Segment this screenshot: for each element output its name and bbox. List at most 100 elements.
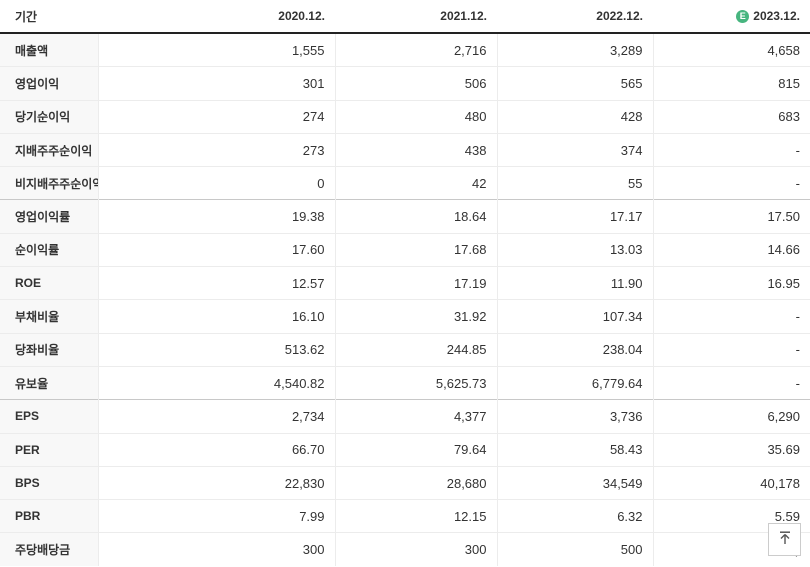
cell: 11.90 bbox=[496, 266, 653, 300]
table-row: EPS 2,734 4,377 3,736 6,290 bbox=[0, 399, 810, 434]
row-label: ROE bbox=[0, 266, 98, 300]
cell: 40,178 bbox=[652, 465, 810, 500]
cell: 428 bbox=[496, 99, 653, 134]
row-label: PBR bbox=[0, 499, 98, 533]
scroll-to-top-icon bbox=[777, 530, 793, 549]
table-row: BPS 22,830 28,680 34,549 40,178 bbox=[0, 465, 810, 500]
cell: 438 bbox=[334, 132, 497, 167]
cell: 12.15 bbox=[334, 499, 497, 533]
row-label: 순이익률 bbox=[0, 232, 98, 267]
row-label: 매출액 bbox=[0, 32, 98, 67]
cell: 480 bbox=[334, 99, 497, 134]
cell: 513.62 bbox=[97, 332, 335, 367]
column-header-2021: 2021.12. bbox=[335, 0, 497, 34]
cell: 506 bbox=[334, 66, 497, 101]
table-row: PBR 7.99 12.15 6.32 5.59 bbox=[0, 499, 810, 533]
row-label: 당좌비율 bbox=[0, 332, 98, 367]
cell: 2,734 bbox=[97, 399, 335, 434]
cell: 12.57 bbox=[97, 266, 335, 300]
row-label: PER bbox=[0, 432, 98, 467]
cell: 17.19 bbox=[334, 266, 497, 300]
row-label: BPS bbox=[0, 465, 98, 500]
column-header-2022: 2022.12. bbox=[497, 0, 653, 34]
cell: 4,377 bbox=[334, 399, 497, 434]
row-label: 유보율 bbox=[0, 365, 98, 400]
cell: 35.69 bbox=[652, 432, 810, 467]
cell: 815 bbox=[652, 66, 810, 101]
cell: 19.38 bbox=[97, 199, 335, 234]
cell: 6,779.64 bbox=[496, 365, 653, 400]
cell: 107.34 bbox=[496, 299, 653, 334]
cell: 0 bbox=[97, 166, 335, 200]
table-row: 주당배당금 300 300 500 ) bbox=[0, 532, 810, 566]
cell: 17.50 bbox=[652, 199, 810, 234]
table-row: 비지배주주순이익 0 42 55 - bbox=[0, 166, 810, 200]
scroll-to-top-button[interactable] bbox=[768, 523, 801, 556]
cell: 301 bbox=[97, 66, 335, 101]
table-row: ROE 12.57 17.19 11.90 16.95 bbox=[0, 266, 810, 300]
row-label: 영업이익 bbox=[0, 66, 98, 101]
row-label: 지배주주순이익 bbox=[0, 132, 98, 167]
row-label: EPS bbox=[0, 399, 98, 434]
cell: 300 bbox=[97, 532, 335, 566]
cell: 300 bbox=[334, 532, 497, 566]
cell: 244.85 bbox=[334, 332, 497, 367]
cell: 238.04 bbox=[496, 332, 653, 367]
table-row: 매출액 1,555 2,716 3,289 4,658 bbox=[0, 32, 810, 67]
cell: - bbox=[652, 299, 810, 334]
cell: 22,830 bbox=[97, 465, 335, 500]
cell: 42 bbox=[334, 166, 497, 200]
cell: 374 bbox=[496, 132, 653, 167]
cell: 2,716 bbox=[334, 32, 497, 67]
table-row: 당기순이익 274 480 428 683 bbox=[0, 99, 810, 134]
cell: 274 bbox=[97, 99, 335, 134]
row-label: 영업이익률 bbox=[0, 199, 98, 234]
cell: 31.92 bbox=[334, 299, 497, 334]
table-row: 영업이익 301 506 565 815 bbox=[0, 66, 810, 101]
cell: - bbox=[652, 166, 810, 200]
column-header-2020: 2020.12. bbox=[98, 0, 335, 34]
cell: 3,736 bbox=[496, 399, 653, 434]
cell: 565 bbox=[496, 66, 653, 101]
row-label: 부채비율 bbox=[0, 299, 98, 334]
row-label: 비지배주주순이익 bbox=[0, 166, 98, 200]
cell: 13.03 bbox=[496, 232, 653, 267]
row-label: 주당배당금 bbox=[0, 532, 98, 566]
cell: - bbox=[652, 132, 810, 167]
cell: 16.95 bbox=[652, 266, 810, 300]
table-header-row: 기간 2020.12. 2021.12. 2022.12. E 2023.12. bbox=[0, 0, 810, 34]
cell: 16.10 bbox=[97, 299, 335, 334]
cell: 5,625.73 bbox=[334, 365, 497, 400]
cell: - bbox=[652, 365, 810, 400]
cell: 55 bbox=[496, 166, 653, 200]
cell: 4,658 bbox=[652, 32, 810, 67]
cell: 4,540.82 bbox=[97, 365, 335, 400]
cell: 273 bbox=[97, 132, 335, 167]
row-label: 당기순이익 bbox=[0, 99, 98, 134]
cell: 17.68 bbox=[334, 232, 497, 267]
cell: - bbox=[652, 332, 810, 367]
cell: 3,289 bbox=[496, 32, 653, 67]
cell: 6.32 bbox=[496, 499, 653, 533]
cell: 17.17 bbox=[496, 199, 653, 234]
table-row: 부채비율 16.10 31.92 107.34 - bbox=[0, 299, 810, 334]
cell: 500 bbox=[496, 532, 653, 566]
cell: 17.60 bbox=[97, 232, 335, 267]
cell: 7.99 bbox=[97, 499, 335, 533]
estimate-badge-icon: E bbox=[736, 10, 750, 23]
table-row: 영업이익률 19.38 18.64 17.17 17.50 bbox=[0, 199, 810, 234]
cell: 58.43 bbox=[496, 432, 653, 467]
period-header: 기간 bbox=[0, 0, 98, 34]
cell: 6,290 bbox=[652, 399, 810, 434]
column-header-2023-estimate: E 2023.12. bbox=[653, 0, 810, 34]
cell: 14.66 bbox=[652, 232, 810, 267]
table-row: PER 66.70 79.64 58.43 35.69 bbox=[0, 432, 810, 467]
table-row: 순이익률 17.60 17.68 13.03 14.66 bbox=[0, 232, 810, 267]
cell: 683 bbox=[652, 99, 810, 134]
table-row: 지배주주순이익 273 438 374 - bbox=[0, 132, 810, 167]
cell: 18.64 bbox=[334, 199, 497, 234]
cell: 66.70 bbox=[97, 432, 335, 467]
cell: 1,555 bbox=[97, 32, 335, 67]
table-row: 당좌비율 513.62 244.85 238.04 - bbox=[0, 332, 810, 367]
